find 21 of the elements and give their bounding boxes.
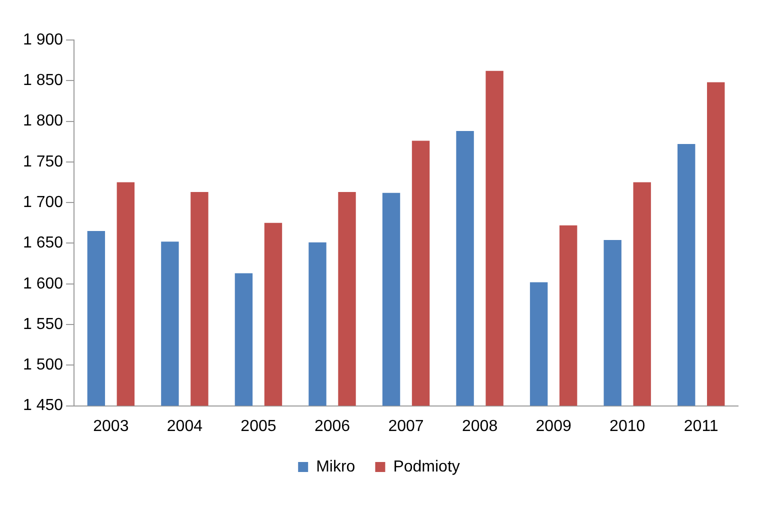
y-tick-label: 1 700 (22, 194, 64, 211)
legend-label: Podmioty (393, 458, 460, 476)
x-tick-label: 2003 (93, 418, 129, 435)
y-tick-label: 1 850 (22, 72, 64, 90)
x-tick-label: 2007 (388, 418, 424, 435)
y-tick-label: 1 750 (22, 153, 64, 170)
x-tick-label: 2011 (684, 418, 718, 435)
x-tick-label: 2010 (610, 418, 646, 435)
y-tick-label: 1 600 (22, 275, 64, 292)
y-tick-label: 1 550 (22, 316, 64, 333)
legend-label: Mikro (316, 458, 356, 476)
x-tick-label: 2009 (536, 418, 572, 435)
x-tick-label: 2005 (240, 418, 276, 435)
x-tick-label: 2006 (314, 418, 350, 435)
y-tick-label: 1 450 (22, 397, 64, 414)
y-tick-label: 1 650 (22, 234, 64, 252)
x-tick-label: 2004 (166, 418, 203, 435)
x-tick-label: 2008 (462, 418, 498, 435)
y-tick-label: 1 500 (22, 356, 64, 374)
y-tick-label: 1 800 (22, 112, 64, 130)
y-tick-label: 1 900 (22, 31, 64, 48)
